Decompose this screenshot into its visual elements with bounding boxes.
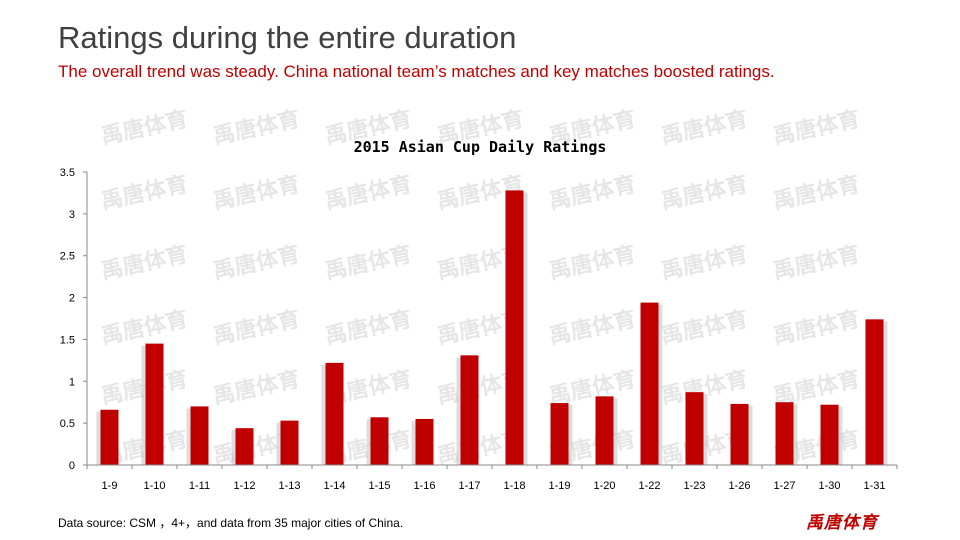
x-tick-label: 1-22 xyxy=(638,480,660,492)
bar-1-18 xyxy=(505,190,524,465)
brand-logo: 禹唐体育 xyxy=(806,513,878,532)
bar-1-13 xyxy=(280,420,299,465)
bar-1-23 xyxy=(685,392,704,465)
x-tick-label: 1-27 xyxy=(773,480,795,492)
y-tick-label: 3.5 xyxy=(60,167,75,179)
x-tick-label: 1-30 xyxy=(818,480,840,492)
x-tick-label: 1-17 xyxy=(458,480,480,492)
x-tick-label: 1-23 xyxy=(683,480,705,492)
x-tick-label: 1-26 xyxy=(728,480,750,492)
bar-1-27 xyxy=(775,402,794,465)
y-tick-label: 2.5 xyxy=(60,251,75,263)
x-tick-label: 1-16 xyxy=(413,480,435,492)
bar-1-9 xyxy=(100,409,119,465)
bar-1-10 xyxy=(145,343,164,465)
x-tick-label: 1-14 xyxy=(323,480,345,492)
bar-1-26 xyxy=(730,403,749,465)
bar-1-12 xyxy=(235,428,254,465)
page-subtitle: The overall trend was steady. China nati… xyxy=(58,62,775,81)
x-tick-label: 1-20 xyxy=(593,480,615,492)
x-tick-label: 1-11 xyxy=(189,480,210,492)
data-source-note: Data source: CSM ，4+，and data from 35 ma… xyxy=(58,516,404,530)
x-tick-label: 1-10 xyxy=(143,480,165,492)
bar-1-31 xyxy=(865,319,884,465)
y-tick-label: 1.5 xyxy=(60,334,75,346)
y-tick-label: 0 xyxy=(69,460,75,472)
y-tick-label: 1 xyxy=(69,376,75,388)
x-tick-label: 1-12 xyxy=(233,480,255,492)
bar-1-22 xyxy=(640,302,659,465)
y-tick-label: 0.5 xyxy=(60,418,75,430)
bar-1-20 xyxy=(595,396,614,465)
y-tick-label: 2 xyxy=(69,293,75,305)
chart-title: 2015 Asian Cup Daily Ratings xyxy=(354,138,607,156)
bar-1-11 xyxy=(190,406,209,465)
bar-1-14 xyxy=(325,362,344,465)
x-tick-label: 1-9 xyxy=(102,480,118,492)
bar-1-15 xyxy=(370,417,389,465)
x-tick-label: 1-15 xyxy=(368,480,390,492)
bar-1-17 xyxy=(460,355,479,465)
bar-1-19 xyxy=(550,403,569,465)
x-tick-label: 1-13 xyxy=(278,480,300,492)
bar-1-30 xyxy=(820,404,839,465)
x-tick-label: 1-31 xyxy=(863,480,885,492)
y-tick-label: 3 xyxy=(69,209,75,221)
x-tick-label: 1-19 xyxy=(548,480,570,492)
page-title: Ratings during the entire duration xyxy=(58,20,517,55)
x-tick-label: 1-18 xyxy=(503,480,525,492)
bar-1-16 xyxy=(415,418,434,465)
